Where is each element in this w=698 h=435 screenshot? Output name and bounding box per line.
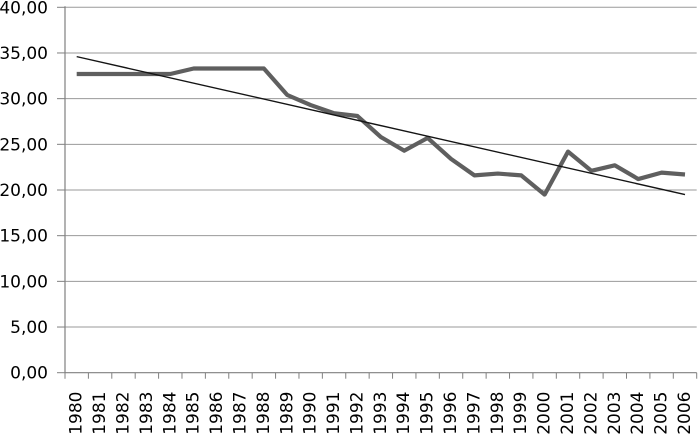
y-axis-label: 25,00 bbox=[0, 135, 48, 155]
x-axis-label: 1985 bbox=[184, 392, 204, 435]
y-axis-label: 40,00 bbox=[0, 0, 48, 18]
x-axis-label: 1998 bbox=[488, 392, 508, 435]
x-axis-label: 2005 bbox=[652, 392, 672, 435]
x-axis-label: 2001 bbox=[558, 392, 578, 435]
y-axis-label: 30,00 bbox=[0, 90, 48, 110]
x-axis-label: 1994 bbox=[394, 392, 414, 435]
x-axis-label: 1992 bbox=[347, 392, 367, 435]
y-axis-label: 5,00 bbox=[10, 318, 48, 338]
x-axis-label: 1995 bbox=[418, 392, 438, 435]
x-axis-label: 1989 bbox=[277, 392, 297, 435]
x-axis-label: 1984 bbox=[160, 392, 180, 435]
x-axis-label: 1997 bbox=[464, 392, 484, 435]
x-axis-label: 1988 bbox=[254, 392, 274, 435]
x-axis-label: 2000 bbox=[535, 392, 555, 435]
x-axis-label: 1991 bbox=[324, 392, 344, 435]
x-axis-label: 1987 bbox=[230, 392, 250, 435]
trendline bbox=[76, 55, 686, 196]
y-axis-label: 15,00 bbox=[0, 227, 48, 247]
x-axis-label: 2006 bbox=[675, 392, 695, 435]
x-axis-label: 1983 bbox=[137, 392, 157, 435]
y-axis-label: 20,00 bbox=[0, 181, 48, 201]
x-axis-label: 1982 bbox=[113, 392, 133, 435]
y-axis-label: 35,00 bbox=[0, 44, 48, 64]
y-axis-label: 0,00 bbox=[10, 364, 48, 384]
x-axis-label: 1999 bbox=[511, 392, 531, 435]
x-axis-label: 1993 bbox=[371, 392, 391, 435]
x-axis-label: 1980 bbox=[67, 392, 87, 435]
x-axis-label: 1986 bbox=[207, 392, 227, 435]
x-axis-label: 1981 bbox=[90, 392, 110, 435]
x-axis-label: 2003 bbox=[605, 392, 625, 435]
y-axis-label: 10,00 bbox=[0, 272, 48, 292]
x-axis-label: 2002 bbox=[581, 392, 601, 435]
x-axis-label: 1996 bbox=[441, 392, 461, 435]
x-axis-label: 2004 bbox=[628, 392, 648, 435]
data-series-line bbox=[76, 66, 686, 197]
x-axis-label: 1990 bbox=[301, 392, 321, 435]
